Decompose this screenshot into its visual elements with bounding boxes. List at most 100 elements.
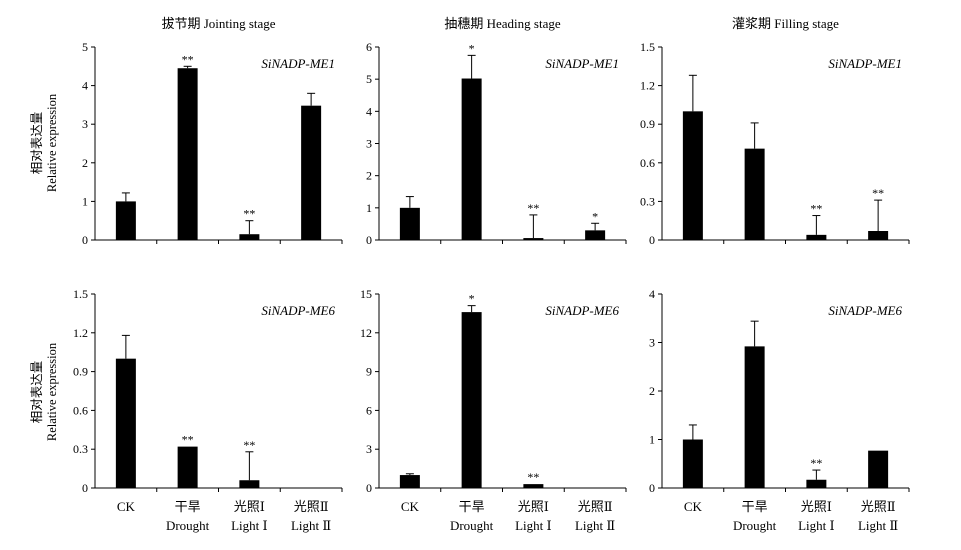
y-tick-label: 5 <box>366 72 372 86</box>
y-tick-label: 15 <box>360 287 372 301</box>
significance-mark: ** <box>527 470 539 484</box>
significance-mark: ** <box>810 456 822 470</box>
y-tick-label: 6 <box>366 40 372 54</box>
y-tick-label: 1.5 <box>640 40 655 54</box>
significance-mark: ** <box>182 52 194 66</box>
bar <box>806 479 827 488</box>
y-tick-label: 0 <box>366 233 372 247</box>
y-tick-label: 2 <box>649 384 655 398</box>
x-category-label-en: Light Ⅱ <box>291 518 331 533</box>
gene-label: SiNADP-ME6 <box>545 303 619 318</box>
significance-mark: ** <box>810 202 822 216</box>
y-tick-label: 0.6 <box>73 403 88 417</box>
bar <box>585 230 606 240</box>
y-tick-label: 0 <box>649 233 655 247</box>
y-tick-label: 12 <box>360 326 372 340</box>
x-category-label: 光照Ⅱ <box>578 499 613 514</box>
bar <box>115 201 136 240</box>
x-category-label: CK <box>401 499 420 514</box>
y-tick-label: 1 <box>82 194 88 208</box>
gene-label: SiNADP-ME1 <box>828 56 902 71</box>
bar <box>682 439 703 488</box>
y-tick-label: 0 <box>366 481 372 495</box>
bar <box>239 480 260 488</box>
bar <box>682 111 703 240</box>
x-category-label: CK <box>117 499 136 514</box>
y-tick-label: 0 <box>82 233 88 247</box>
significance-mark: * <box>592 209 598 223</box>
bar <box>461 312 482 488</box>
x-category-label: 光照Ⅱ <box>294 499 329 514</box>
y-tick-label: 4 <box>366 104 372 118</box>
x-category-label: 光照Ⅱ <box>861 499 896 514</box>
y-tick-label: 4 <box>649 287 655 301</box>
y-axis-label-bottom: 相对表达量 Relative expression <box>30 292 60 492</box>
gene-label: SiNADP-ME6 <box>828 303 902 318</box>
bar <box>523 484 544 488</box>
bar <box>177 446 198 488</box>
bar <box>523 238 544 240</box>
y-tick-label: 6 <box>366 403 372 417</box>
bar <box>177 68 198 240</box>
x-category-label: 干旱 <box>175 499 201 514</box>
x-category-label-en: Light Ⅰ <box>231 518 268 533</box>
significance-mark: ** <box>872 186 884 200</box>
significance-mark: * <box>469 292 475 306</box>
panel-title: 拔节期 Jointing stage <box>161 16 275 31</box>
y-tick-label: 0.3 <box>73 442 88 456</box>
y-tick-label: 0.6 <box>640 156 655 170</box>
x-category-label-en: Light Ⅱ <box>575 518 615 533</box>
y-tick-label: 1.2 <box>640 79 655 93</box>
gene-label: SiNADP-ME1 <box>261 56 335 71</box>
bar <box>868 230 889 240</box>
y-tick-label: 1.2 <box>73 326 88 340</box>
gene-label: SiNADP-ME6 <box>261 303 335 318</box>
gene-label: SiNADP-ME1 <box>545 56 619 71</box>
x-category-label: 光照Ⅰ <box>234 499 265 514</box>
x-category-label-en: Light Ⅰ <box>515 518 552 533</box>
bar <box>744 346 765 488</box>
bar <box>806 234 827 240</box>
y-tick-label: 1 <box>649 433 655 447</box>
significance-mark: ** <box>527 201 539 215</box>
y-axis-label-en: Relative expression <box>45 342 59 442</box>
panel-title: 抽穗期 Heading stage <box>444 16 560 31</box>
bar <box>744 148 765 240</box>
bar <box>461 78 482 240</box>
y-tick-label: 3 <box>649 336 655 350</box>
x-category-label: 光照Ⅰ <box>801 499 832 514</box>
y-tick-label: 3 <box>82 117 88 131</box>
x-category-label-en: Drought <box>733 518 777 533</box>
significance-mark: * <box>469 41 475 55</box>
y-tick-label: 3 <box>366 442 372 456</box>
significance-mark: ** <box>182 433 194 447</box>
y-tick-label: 4 <box>82 79 88 93</box>
y-axis-label-en: Relative expression <box>45 93 59 193</box>
panel-title: 灌浆期 Filling stage <box>732 16 839 31</box>
bar <box>301 105 322 240</box>
x-category-label: CK <box>684 499 703 514</box>
y-tick-label: 0.9 <box>73 365 88 379</box>
bar <box>115 358 136 488</box>
y-tick-label: 0 <box>649 481 655 495</box>
x-category-label-en: Light Ⅱ <box>858 518 898 533</box>
y-axis-label-cn: 相对表达量 <box>30 111 44 175</box>
bar <box>868 450 889 488</box>
y-tick-label: 0.3 <box>640 194 655 208</box>
bar <box>239 234 260 240</box>
y-tick-label: 0.9 <box>640 117 655 131</box>
x-category-label-en: Drought <box>166 518 210 533</box>
x-category-label-en: Drought <box>450 518 494 533</box>
x-category-label: 光照Ⅰ <box>518 499 549 514</box>
y-tick-label: 1 <box>366 201 372 215</box>
y-tick-label: 2 <box>366 169 372 183</box>
y-tick-label: 1.5 <box>73 287 88 301</box>
y-tick-label: 9 <box>366 365 372 379</box>
x-category-label: 干旱 <box>459 499 485 514</box>
significance-mark: ** <box>243 207 255 221</box>
y-tick-label: 3 <box>366 137 372 151</box>
y-tick-label: 0 <box>82 481 88 495</box>
significance-mark: ** <box>243 438 255 452</box>
y-tick-label: 5 <box>82 40 88 54</box>
